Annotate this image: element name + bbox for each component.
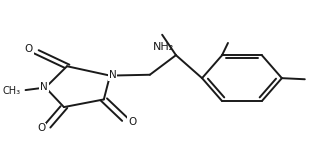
Text: O: O — [37, 123, 46, 133]
Text: O: O — [25, 44, 33, 54]
Text: N: N — [109, 70, 116, 80]
Text: N: N — [40, 82, 48, 92]
Text: NH₂: NH₂ — [153, 42, 174, 52]
Text: CH₃: CH₃ — [3, 86, 21, 96]
Text: O: O — [128, 117, 136, 127]
